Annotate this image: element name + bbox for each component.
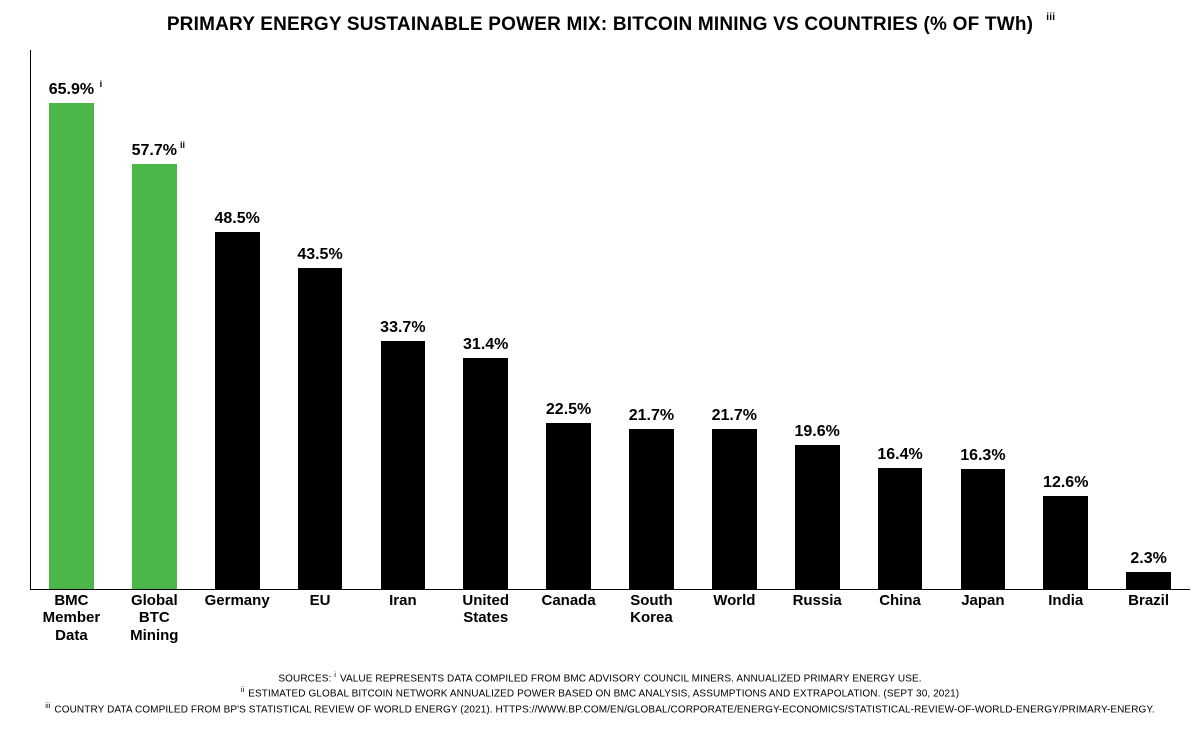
x-axis-label: BMCMemberData bbox=[30, 592, 113, 644]
chart-title-superscript: iii bbox=[1046, 12, 1055, 23]
bar-rect bbox=[1043, 496, 1088, 589]
bar-value-text: 12.6% bbox=[1043, 474, 1088, 491]
bar-slot: 31.4% bbox=[444, 49, 527, 589]
bar-value-text: 31.4% bbox=[463, 336, 508, 353]
bar-slot: 12.6% bbox=[1024, 49, 1107, 589]
chart-title-text: PRIMARY ENERGY SUSTAINABLE POWER MIX: BI… bbox=[167, 14, 1033, 35]
bar-value-label: 12.6% bbox=[1043, 474, 1088, 492]
x-axis-label: India bbox=[1024, 592, 1107, 644]
source-text: COUNTRY DATA COMPILED FROM BP'S STATISTI… bbox=[52, 704, 1155, 715]
source-text: ESTIMATED GLOBAL BITCOIN NETWORK ANNUALI… bbox=[245, 689, 959, 700]
bar-value-label: 31.4% bbox=[463, 336, 508, 354]
bar-value-text: 33.7% bbox=[380, 319, 425, 336]
bar-value-label: 43.5% bbox=[297, 246, 342, 264]
bar-value-text: 16.4% bbox=[877, 446, 922, 463]
bar-value-text: 65.9% bbox=[49, 81, 94, 98]
bar-value-label: 22.5% bbox=[546, 401, 591, 419]
bar-value-label: 16.4% bbox=[877, 446, 922, 464]
source-superscript: iii bbox=[45, 701, 50, 710]
bar-value-text: 57.7% bbox=[132, 142, 177, 159]
bar-rect bbox=[629, 429, 674, 589]
bar-value-text: 16.3% bbox=[960, 447, 1005, 464]
chart-container: PRIMARY ENERGY SUSTAINABLE POWER MIX: BI… bbox=[0, 0, 1200, 732]
x-axis-label: World bbox=[693, 592, 776, 644]
bar-value-label: 2.3% bbox=[1130, 550, 1166, 568]
bar-rect bbox=[215, 232, 260, 590]
bar-slot: 57.7%ii bbox=[113, 49, 196, 589]
bar-value-label: 33.7% bbox=[380, 319, 425, 337]
bar-value-label: 65.9%i bbox=[49, 81, 94, 99]
x-axis-label: Russia bbox=[776, 592, 859, 644]
bar-rect bbox=[795, 445, 840, 589]
x-axis-label: Japan bbox=[941, 592, 1024, 644]
bar-slot: 16.4% bbox=[859, 49, 942, 589]
bar-rect bbox=[381, 341, 426, 589]
bar-value-text: 2.3% bbox=[1130, 550, 1166, 567]
bar-value-text: 48.5% bbox=[214, 210, 259, 227]
bar-value-text: 43.5% bbox=[297, 246, 342, 263]
bar-value-superscript: ii bbox=[180, 140, 185, 150]
bar-slot: 19.6% bbox=[776, 49, 859, 589]
bar-slot: 16.3% bbox=[941, 49, 1024, 589]
bar-slot: 22.5% bbox=[527, 49, 610, 589]
bar-rect bbox=[712, 429, 757, 589]
bar-slot: 65.9% i bbox=[30, 49, 113, 589]
x-axis-labels: BMCMemberDataGlobalBTCMiningGermanyEUIra… bbox=[30, 592, 1190, 644]
x-axis-label: Canada bbox=[527, 592, 610, 644]
bar-value-label: 19.6% bbox=[794, 423, 839, 441]
bar-value-label: 21.7% bbox=[629, 407, 674, 425]
bar-slot: 21.7% bbox=[610, 49, 693, 589]
plot-area: 65.9% i 57.7%ii 48.5% 43.5% 33.7% 31.4% 22.5% 21… bbox=[30, 50, 1190, 590]
x-axis-line bbox=[30, 589, 1190, 590]
bar-value-label: 48.5% bbox=[214, 210, 259, 228]
x-axis-label: UnitedStates bbox=[444, 592, 527, 644]
bars-group: 65.9% i 57.7%ii 48.5% 43.5% 33.7% 31.4% 22.5% 21… bbox=[30, 49, 1190, 589]
x-axis-label: Brazil bbox=[1107, 592, 1190, 644]
source-text: VALUE REPRESENTS DATA COMPILED FROM BMC … bbox=[337, 673, 922, 684]
bar-rect bbox=[878, 468, 923, 589]
bar-value-text: 19.6% bbox=[794, 423, 839, 440]
x-axis-label: EU bbox=[279, 592, 362, 644]
source-line: SOURCES: i VALUE REPRESENTS DATA COMPILE… bbox=[0, 670, 1200, 685]
bar-rect bbox=[49, 103, 94, 589]
sources-heading: SOURCES: bbox=[278, 673, 334, 684]
sources-block: SOURCES: i VALUE REPRESENTS DATA COMPILE… bbox=[0, 670, 1200, 716]
bar-slot: 21.7% bbox=[693, 49, 776, 589]
bar-value-text: 21.7% bbox=[712, 407, 757, 424]
bar-rect bbox=[546, 423, 591, 589]
bar-value-label: 57.7%ii bbox=[132, 142, 177, 160]
source-line: ii ESTIMATED GLOBAL BITCOIN NETWORK ANNU… bbox=[0, 685, 1200, 700]
bar-value-label: 16.3% bbox=[960, 447, 1005, 465]
x-axis-label: Germany bbox=[196, 592, 279, 644]
x-axis-label: China bbox=[859, 592, 942, 644]
bar-rect bbox=[1126, 572, 1171, 589]
source-superscript: ii bbox=[241, 685, 245, 694]
source-line: iii COUNTRY DATA COMPILED FROM BP'S STAT… bbox=[0, 701, 1200, 716]
x-axis-label: Iran bbox=[361, 592, 444, 644]
bar-value-label: 21.7% bbox=[712, 407, 757, 425]
bar-slot: 33.7% bbox=[361, 49, 444, 589]
bar-value-text: 22.5% bbox=[546, 401, 591, 418]
bar-value-text: 21.7% bbox=[629, 407, 674, 424]
bar-rect bbox=[961, 469, 1006, 589]
title-row: PRIMARY ENERGY SUSTAINABLE POWER MIX: BI… bbox=[0, 14, 1200, 36]
chart-title: PRIMARY ENERGY SUSTAINABLE POWER MIX: BI… bbox=[167, 14, 1033, 36]
source-superscript: i bbox=[334, 670, 336, 679]
bar-rect bbox=[463, 358, 508, 589]
bar-slot: 43.5% bbox=[279, 49, 362, 589]
bar-value-superscript: i bbox=[100, 79, 103, 89]
bar-slot: 2.3% bbox=[1107, 49, 1190, 589]
bar-slot: 48.5% bbox=[196, 49, 279, 589]
x-axis-label: GlobalBTCMining bbox=[113, 592, 196, 644]
x-axis-label: SouthKorea bbox=[610, 592, 693, 644]
bar-rect bbox=[298, 268, 343, 589]
bar-rect bbox=[132, 164, 177, 589]
